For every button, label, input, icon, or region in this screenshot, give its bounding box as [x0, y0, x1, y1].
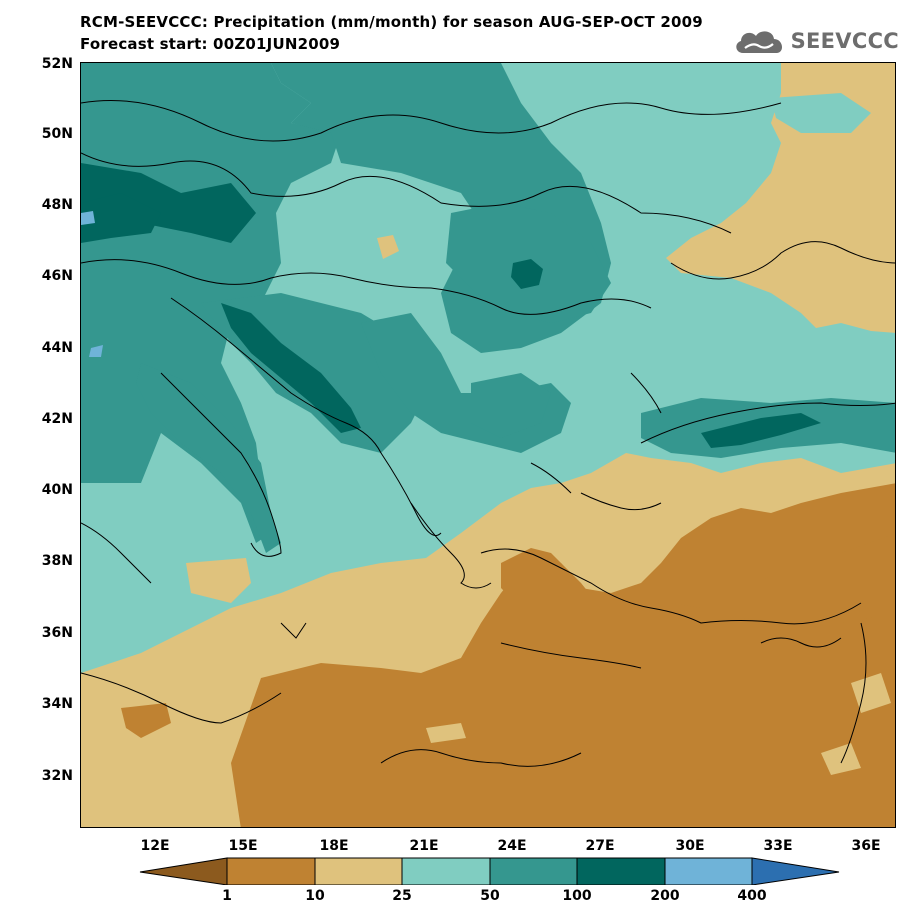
region-50-100-italy-east	[136, 363, 281, 553]
lat-label: 50N	[41, 126, 73, 142]
forecast-start-label: Forecast start: 00Z01JUN2009	[80, 35, 341, 53]
precipitation-map	[80, 62, 896, 828]
logo-text: SEEVCCC	[790, 29, 899, 53]
lon-label: 30E	[675, 838, 705, 854]
colorbar-label: 1	[222, 888, 232, 904]
colorbar-label: 200	[650, 888, 680, 904]
lon-label: 27E	[585, 838, 615, 854]
lat-label: 46N	[41, 268, 73, 284]
coastlines	[81, 100, 895, 767]
lat-label: 44N	[41, 340, 73, 356]
region-1-10-turkey-east	[721, 533, 895, 623]
region-10-25-hole-1	[426, 723, 466, 743]
seevccc-logo: SEEVCCC	[733, 24, 899, 58]
lon-label: 12E	[140, 838, 170, 854]
lat-label: 52N	[41, 56, 73, 72]
region-100-200-turkey-north	[701, 413, 821, 448]
lat-label: 48N	[41, 197, 73, 213]
lat-label: 34N	[41, 696, 73, 712]
map-canvas	[81, 63, 895, 827]
lat-label: 38N	[41, 553, 73, 569]
region-1-10-aegean	[501, 548, 601, 623]
colorbar-label: 10	[305, 888, 325, 904]
region-1-10-libya-west	[121, 703, 171, 738]
colorbar-bin-above-400	[751, 857, 840, 885]
lat-label: 32N	[41, 768, 73, 784]
region-10-25-ukraine-lake	[771, 93, 871, 133]
colorbar-label: 100	[562, 888, 592, 904]
region-50-100-aegean-north	[471, 373, 551, 438]
region-10-25-hole-2	[821, 743, 861, 775]
lon-label: 24E	[497, 838, 527, 854]
region-10-25-hungary-spot	[377, 235, 399, 259]
lon-label: 18E	[319, 838, 349, 854]
colorbar	[139, 857, 840, 885]
lon-label: 21E	[409, 838, 439, 854]
colorbar-bin-below-1	[139, 857, 228, 885]
colorbar-bin-100-200	[576, 857, 666, 885]
lat-label: 36N	[41, 625, 73, 641]
lat-label: 40N	[41, 482, 73, 498]
colorbar-bin-50-100	[489, 857, 578, 885]
region-100-200-adriatic	[221, 303, 361, 433]
lon-label: 36E	[851, 838, 881, 854]
colorbar-bin-1-10	[226, 857, 316, 885]
region-200-400-alps	[81, 211, 95, 225]
region-10-25-sicily-patch	[186, 558, 251, 603]
region-1-10-turkey-patch	[661, 568, 721, 608]
lat-label: 42N	[41, 411, 73, 427]
colorbar-bin-200-400	[664, 857, 753, 885]
colorbar-bin-10-25	[314, 857, 403, 885]
region-100-200-romania	[511, 259, 543, 289]
colorbar-label: 400	[737, 888, 767, 904]
colorbar-label: 50	[480, 888, 500, 904]
colorbar-label: 25	[392, 888, 412, 904]
colorbar-bin-25-50	[401, 857, 491, 885]
region-100-200-northwest-strip	[81, 193, 161, 243]
region-200-400-adriatic-spot	[89, 345, 103, 357]
lon-label: 15E	[228, 838, 258, 854]
lon-label: 33E	[763, 838, 793, 854]
map-title: RCM-SEEVCCC: Precipitation (mm/month) fo…	[80, 13, 703, 31]
cloud-icon	[735, 31, 782, 53]
